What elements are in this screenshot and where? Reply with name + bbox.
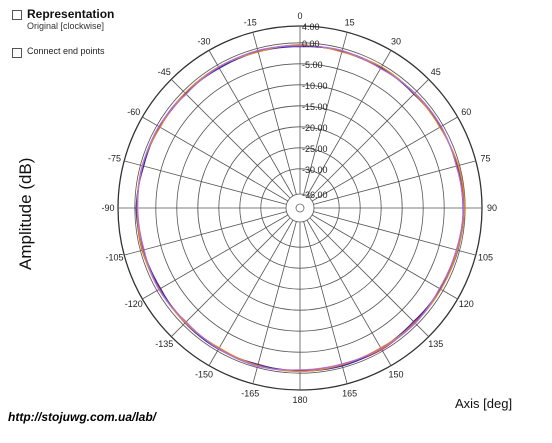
- grid-spoke: [303, 221, 348, 384]
- center-marker: [295, 203, 305, 213]
- radial-tick-label: 0.00: [302, 39, 320, 49]
- angle-tick-label: -15: [244, 18, 257, 28]
- angle-tick-label: -60: [127, 107, 140, 117]
- grid-spoke: [142, 214, 289, 300]
- angle-labels: 0 15 30 45 60 75 90 105 120 135 150 165 180 -165 -150 -…: [101, 11, 497, 405]
- options-panel: Representation Original [clockwise] Conn…: [12, 7, 114, 58]
- radial-labels: 4.00 0.00 -5.00 -10.00 -15.00 -20.00 -25.00 -30…: [302, 22, 328, 200]
- representation-option[interactable]: Representation Original [clockwise]: [12, 7, 114, 32]
- angle-tick-label: -90: [101, 203, 114, 213]
- radial-tick-label: 4.00: [302, 22, 320, 32]
- representation-text: Representation Original [clockwise]: [27, 7, 114, 32]
- representation-label: Representation: [27, 7, 115, 21]
- grid-spoke: [252, 221, 297, 384]
- grid-spoke: [142, 116, 289, 202]
- grid-spoke: [306, 50, 392, 197]
- representation-checkbox[interactable]: [12, 10, 22, 20]
- grid-spoke: [313, 211, 476, 256]
- angle-tick-label: -75: [108, 153, 121, 163]
- series-line: [137, 45, 465, 371]
- grid-spoke: [313, 160, 476, 205]
- grid-spoke: [311, 116, 458, 202]
- angle-tick-label: -120: [125, 299, 143, 309]
- source-url: http://stojuwg.com.ua/lab/: [8, 410, 156, 424]
- angle-tick-label: 60: [461, 107, 471, 117]
- grid-spoke: [309, 79, 429, 199]
- radial-tick-label: -20.00: [302, 123, 328, 133]
- connect-label: Connect end points: [27, 46, 105, 56]
- angle-tick-label: 30: [391, 37, 401, 47]
- polar-grid: [117, 25, 483, 391]
- angle-tick-label: 15: [345, 18, 355, 28]
- radial-tick-label: -30.00: [302, 165, 328, 175]
- angle-tick-label: 135: [428, 339, 443, 349]
- representation-sub: Original [clockwise]: [27, 21, 105, 31]
- grid-spoke: [309, 217, 429, 337]
- angle-tick-label: 165: [342, 388, 357, 398]
- grid-spoke: [311, 214, 458, 300]
- angle-tick-label: -105: [106, 253, 124, 263]
- x-axis-label: Axis [deg]: [455, 396, 513, 411]
- angle-tick-label: -165: [241, 388, 259, 398]
- angle-tick-label: 105: [478, 253, 493, 263]
- grid-spoke: [124, 211, 287, 256]
- angle-tick-label: -30: [197, 37, 210, 47]
- angle-tick-label: -135: [155, 339, 173, 349]
- series-line: [136, 43, 466, 373]
- radial-tick-label: -25.00: [302, 144, 328, 154]
- radial-tick-label: -10.00: [302, 81, 328, 91]
- grid-spoke: [306, 219, 392, 366]
- grid-spoke: [252, 32, 297, 195]
- series-group: [135, 43, 466, 373]
- angle-tick-label: 150: [388, 369, 403, 379]
- connect-checkbox[interactable]: [12, 48, 22, 58]
- radial-tick-label: -15.00: [302, 102, 328, 112]
- angle-tick-label: -150: [195, 369, 213, 379]
- angle-tick-label: 0: [297, 11, 302, 21]
- angle-tick-label: 180: [292, 395, 307, 405]
- grid-spoke: [171, 79, 291, 199]
- radial-tick-label: -36.00: [302, 190, 328, 200]
- grid-spoke: [303, 32, 348, 195]
- grid-spoke: [208, 219, 294, 366]
- radial-tick-label: -5.00: [302, 60, 323, 70]
- angle-tick-label: 120: [459, 299, 474, 309]
- angle-tick-label: 75: [480, 153, 490, 163]
- grid-spoke: [171, 217, 291, 337]
- angle-tick-label: -45: [158, 67, 171, 77]
- angle-tick-label: 90: [487, 203, 497, 213]
- y-axis-label: Amplitude (dB): [16, 157, 35, 270]
- connect-option[interactable]: Connect end points: [12, 45, 114, 58]
- grid-spoke: [124, 160, 287, 205]
- angle-tick-label: 45: [431, 67, 441, 77]
- grid-spoke: [208, 50, 294, 197]
